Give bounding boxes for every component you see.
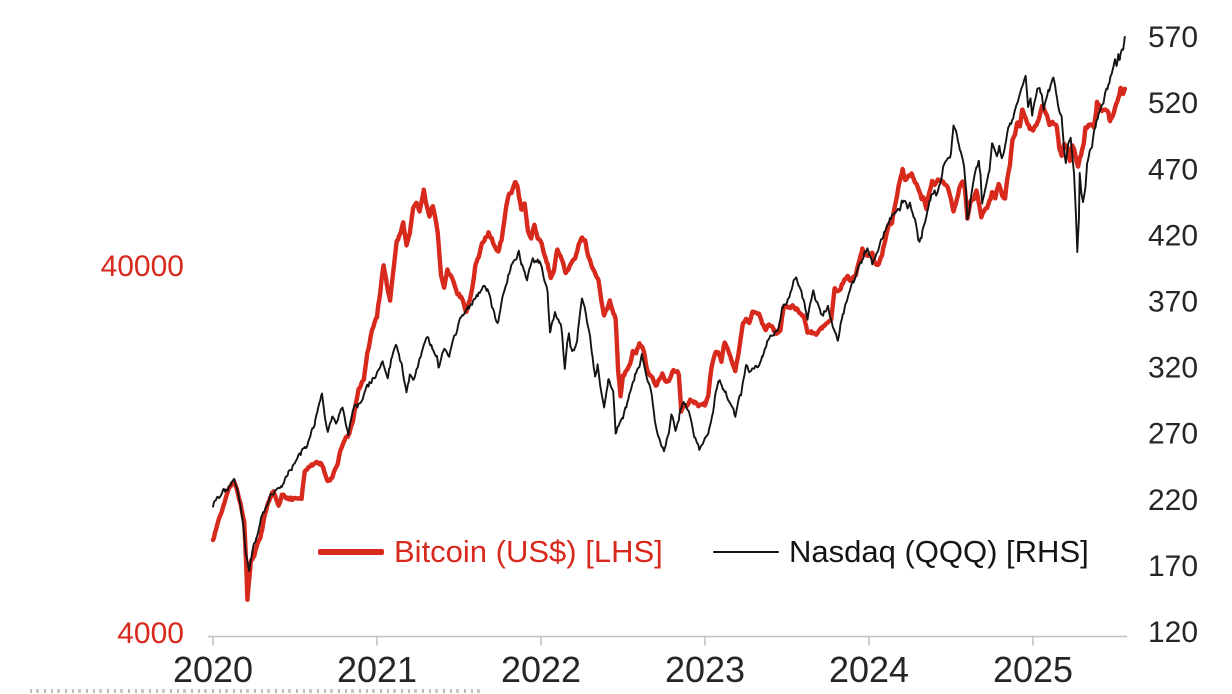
nasdaq-line bbox=[212, 35, 1126, 572]
right-axis-tick-label: 220 bbox=[1148, 484, 1198, 517]
bitcoin-line-swatch bbox=[318, 549, 384, 555]
x-axis-tick-label: 2022 bbox=[501, 649, 581, 690]
clipped-source-text bbox=[30, 689, 482, 693]
right-axis-tick-label: 570 bbox=[1148, 21, 1198, 54]
right-axis-tick-label: 520 bbox=[1148, 87, 1198, 120]
left-axis-tick-label: 4000 bbox=[117, 617, 184, 650]
right-axis-tick-label: 270 bbox=[1148, 418, 1198, 451]
right-axis-tick-label: 120 bbox=[1148, 616, 1198, 649]
nasdaq-legend-label: Nasdaq (QQQ) [RHS] bbox=[789, 534, 1089, 569]
bitcoin-line bbox=[210, 85, 1128, 602]
bitcoin-legend-label: Bitcoin (US$) [LHS] bbox=[394, 534, 663, 569]
right-axis-tick-label: 370 bbox=[1148, 286, 1198, 319]
right-axis-tick-label: 470 bbox=[1148, 153, 1198, 186]
right-axis-tick-label: 420 bbox=[1148, 219, 1198, 252]
nasdaq-line-swatch bbox=[713, 550, 779, 554]
x-axis-tick-label: 2023 bbox=[665, 649, 745, 690]
x-axis-tick-label: 2020 bbox=[173, 649, 253, 690]
legend-item-bitcoin: Bitcoin (US$) [LHS] bbox=[318, 536, 663, 568]
left-axis-tick-label: 40000 bbox=[101, 250, 184, 283]
x-axis-tick-label: 2025 bbox=[993, 649, 1073, 690]
x-axis-tick-label: 2021 bbox=[337, 649, 417, 690]
right-axis-tick-label: 320 bbox=[1148, 352, 1198, 385]
right-axis-tick-label: 170 bbox=[1148, 550, 1198, 583]
x-axis-tick-label: 2024 bbox=[829, 649, 909, 690]
legend-item-nasdaq: Nasdaq (QQQ) [RHS] bbox=[713, 536, 1089, 568]
